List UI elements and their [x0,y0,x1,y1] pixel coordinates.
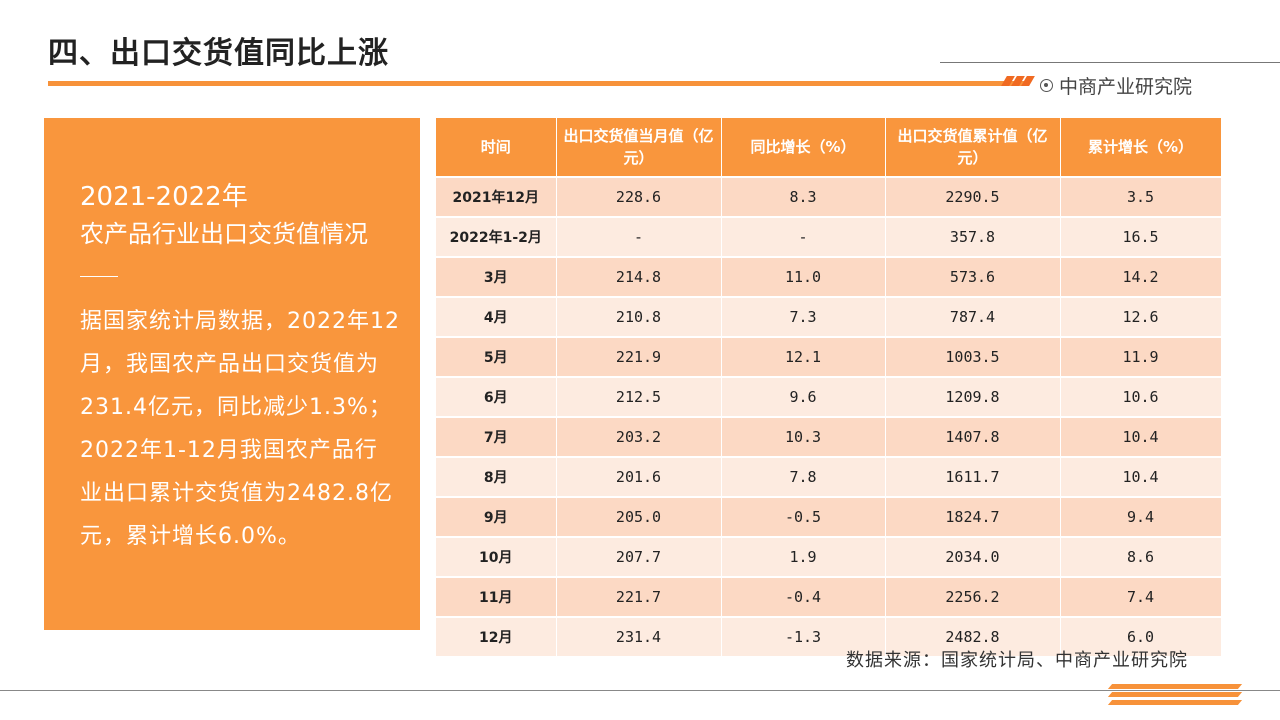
row-period: 6月 [436,376,557,417]
table-cell: 7.8 [721,456,886,497]
table-cell: 214.8 [556,256,722,297]
title-underline [48,81,1028,86]
table-row: 10月 207.7 1.9 2034.0 8.6 [436,536,1222,577]
table-row: 6月 212.5 9.6 1209.8 10.6 [436,376,1222,417]
table-cell: 221.9 [556,336,722,377]
table-row: 2021年12月 228.6 8.3 2290.5 3.5 [436,176,1222,217]
summary-subtitle: 农产品行业出口交货值情况 [80,220,368,248]
row-period: 2021年12月 [436,176,557,217]
table-row: 2022年1-2月 - -357.8 16.5 [436,216,1222,257]
table-cell: 228.6 [556,176,722,217]
table-cell: 201.6 [556,456,722,497]
column-header: 累计增长（%） [1060,118,1222,177]
table-cell: 787.4 [885,296,1061,337]
table-cell: 1.9 [721,536,886,577]
column-header: 出口交货值累计值（亿元） [885,118,1061,177]
brand-circle-icon [1040,79,1053,92]
table-header-row: 时间 出口交货值当月值（亿元） 同比增长（%） 出口交货值累计值（亿元） 累计增长（%） [436,118,1222,177]
table-cell: 8.6 [1060,536,1222,577]
row-period: 10月 [436,536,557,577]
table-cell: 210.8 [556,296,722,337]
table-cell: 7.4 [1060,576,1222,617]
table-cell: -0.4 [721,576,886,617]
table-cell: 1611.7 [885,456,1061,497]
table-cell: 12.1 [721,336,886,377]
table-cell: 14.2 [1060,256,1222,297]
row-period: 2022年1-2月 [436,216,557,257]
table-cell: 10.4 [1060,416,1222,457]
table-cell: 9.6 [721,376,886,417]
table-cell: 10.3 [721,416,886,457]
table-cell: 9.4 [1060,496,1222,537]
brand-logo: 中商产业研究院 [1040,72,1192,99]
summary-panel: 2021-2022年 农产品行业出口交货值情况 据国家统计局数据，2022年12… [44,118,420,630]
brand-name: 中商产业研究院 [1059,76,1193,98]
table-cell: 10.4 [1060,456,1222,497]
row-period: 3月 [436,256,557,297]
table-row: 3月 214.8 11.0 573.6 14.2 [436,256,1222,297]
table-cell: -1.3 [721,616,886,656]
table-row: 11月 221.7 -0.4 2256.2 7.4 [436,576,1222,617]
table-row: 5月 221.9 12.1 1003.5 11.9 [436,336,1222,377]
table-cell: 6.0 [1060,616,1222,656]
table-cell: - [556,216,722,257]
summary-divider [80,276,118,277]
table-cell: 203.2 [556,416,722,457]
table-cell: 7.3 [721,296,886,337]
table-cell: 1407.8 [885,416,1061,457]
summary-text: 据国家统计局数据，2022年12月，我国农产品出口交货值为231.4亿元，同比减… [80,309,400,549]
table-row: 8月 201.6 7.8 1611.7 10.4 [436,456,1222,497]
table-cell: 573.6 [885,256,1061,297]
row-period: 5月 [436,336,557,377]
row-period: 4月 [436,296,557,337]
row-period: 12月 [436,616,557,656]
table-cell: 2482.8 [885,616,1061,656]
table-cell: 16.5 [1060,216,1222,257]
table-cell: 205.0 [556,496,722,537]
table-cell: 12.6 [1060,296,1222,337]
table-cell: 1209.8 [885,376,1061,417]
row-period: 7月 [436,416,557,457]
table-row: 4月 210.8 7.3 787.4 12.6 [436,296,1222,337]
footer-stripes [1107,680,1250,706]
column-header: 出口交货值当月值（亿元） [556,118,722,177]
row-period: 11月 [436,576,557,617]
table-row: 9月 205.0 -0.5 1824.7 9.4 [436,496,1222,537]
summary-year: 2021-2022年 [80,182,248,212]
table-cell: 207.7 [556,536,722,577]
table-cell: 1003.5 [885,336,1061,377]
table-cell: - [721,216,886,257]
table-cell: 11.0 [721,256,886,297]
decorative-stripes [1000,76,1035,88]
column-header: 时间 [436,118,557,177]
footer-line [0,690,1280,691]
table-cell: 2034.0 [885,536,1061,577]
data-source: 数据来源：国家统计局、中商产业研究院 [846,650,1188,671]
table-cell: 11.9 [1060,336,1222,377]
table-cell: 3.5 [1060,176,1222,217]
table-cell: 231.4 [556,616,722,656]
table-row: 7月 203.2 10.3 1407.8 10.4 [436,416,1222,457]
table-cell: 10.6 [1060,376,1222,417]
table-cell: 1824.7 [885,496,1061,537]
row-period: 9月 [436,496,557,537]
table-row: 12月 231.4 -1.3 2482.8 6.0 [436,616,1222,656]
page-title: 四、出口交货值同比上涨 [48,36,389,71]
table-cell: 2290.5 [885,176,1061,217]
table-body: 2021年12月 228.6 8.3 2290.5 3.5 2022年1-2月 - -357.… [436,176,1222,656]
table-cell: -0.5 [721,496,886,537]
export-delivery-table: 时间 出口交货值当月值（亿元） 同比增长（%） 出口交货值累计值（亿元） 累计增长（%）… [436,118,1222,656]
table-cell: 357.8 [885,216,1061,257]
table-cell: 2256.2 [885,576,1061,617]
row-period: 8月 [436,456,557,497]
header-divider-line [940,62,1280,63]
table-cell: 221.7 [556,576,722,617]
table-cell: 212.5 [556,376,722,417]
column-header: 同比增长（%） [721,118,886,177]
table-cell: 8.3 [721,176,886,217]
